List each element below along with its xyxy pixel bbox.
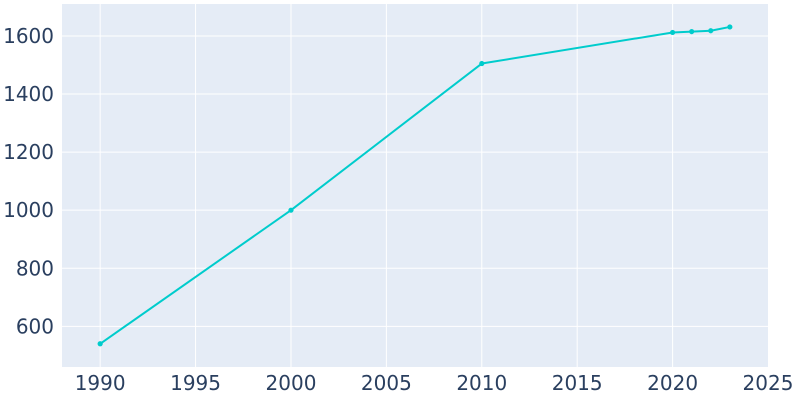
x-tick-label: 2020 <box>647 371 698 395</box>
x-tick-label: 2025 <box>743 371 794 395</box>
y-axis-tick-labels: 600 800 1000 1200 1400 1600 <box>3 24 54 338</box>
data-point <box>288 207 294 213</box>
data-point <box>727 24 733 30</box>
y-tick-label: 1600 <box>3 24 54 48</box>
x-tick-label: 2000 <box>266 371 317 395</box>
x-axis-tick-labels: 1990 1995 2000 2005 2010 2015 2020 2025 <box>75 371 794 395</box>
x-tick-label: 2015 <box>552 371 603 395</box>
data-point <box>669 29 676 36</box>
y-tick-label: 1200 <box>3 140 54 164</box>
y-tick-label: 1400 <box>3 82 54 106</box>
series-layer <box>97 24 733 347</box>
x-tick-label: 2005 <box>361 371 412 395</box>
data-point <box>689 28 695 35</box>
y-tick-label: 1000 <box>3 198 54 222</box>
data-point <box>708 28 714 34</box>
x-tick-label: 2010 <box>456 371 507 395</box>
data-point <box>479 60 485 67</box>
y-tick-label: 800 <box>16 256 54 280</box>
x-tick-label: 1995 <box>170 371 221 395</box>
data-point <box>97 341 103 347</box>
plot-area <box>62 4 768 367</box>
y-tick-label: 600 <box>16 314 54 338</box>
x-tick-label: 1990 <box>75 371 126 395</box>
